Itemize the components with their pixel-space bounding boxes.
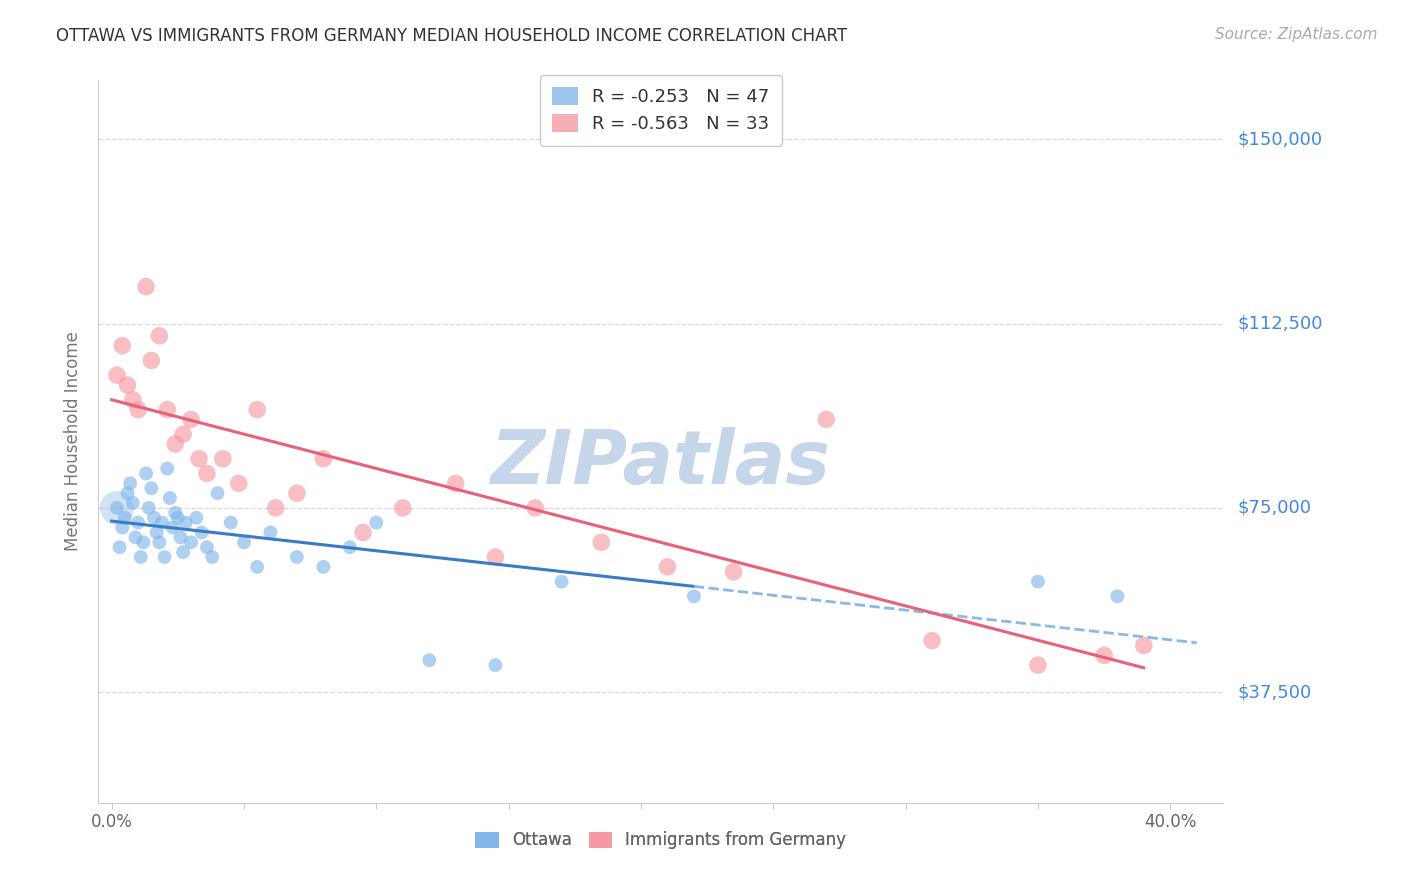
- Point: [159, 491, 181, 505]
- Point: [312, 451, 335, 466]
- Point: [127, 402, 149, 417]
- Point: [339, 540, 361, 554]
- Point: [312, 560, 335, 574]
- Point: [148, 535, 170, 549]
- Point: [141, 481, 163, 495]
- Point: [135, 279, 157, 293]
- Point: [174, 516, 197, 530]
- Text: $150,000: $150,000: [1237, 130, 1322, 148]
- Point: [1133, 639, 1156, 653]
- Point: [165, 506, 187, 520]
- Point: [141, 353, 163, 368]
- Point: [124, 530, 146, 544]
- Point: [117, 378, 139, 392]
- Point: [1107, 590, 1129, 604]
- Point: [111, 339, 134, 353]
- Point: [120, 476, 142, 491]
- Point: [156, 402, 179, 417]
- Point: [484, 549, 506, 564]
- Point: [111, 520, 134, 534]
- Point: [1026, 574, 1049, 589]
- Point: [138, 500, 160, 515]
- Text: $75,000: $75,000: [1237, 499, 1312, 516]
- Point: [127, 516, 149, 530]
- Point: [145, 525, 167, 540]
- Point: [723, 565, 745, 579]
- Point: [135, 467, 157, 481]
- Point: [591, 535, 613, 549]
- Point: [228, 476, 250, 491]
- Point: [148, 329, 170, 343]
- Point: [132, 535, 155, 549]
- Point: [815, 412, 838, 426]
- Point: [105, 368, 128, 383]
- Point: [391, 500, 413, 515]
- Point: [186, 510, 208, 524]
- Point: [105, 500, 128, 515]
- Point: [366, 516, 388, 530]
- Point: [352, 525, 374, 540]
- Point: [117, 486, 139, 500]
- Point: [1026, 658, 1049, 673]
- Legend: Ottawa, Immigrants from Germany: Ottawa, Immigrants from Germany: [468, 824, 853, 856]
- Point: [264, 500, 287, 515]
- Point: [195, 540, 218, 554]
- Text: $112,500: $112,500: [1237, 315, 1323, 333]
- Point: [285, 486, 308, 500]
- Point: [129, 549, 152, 564]
- Point: [657, 560, 679, 574]
- Point: [1092, 648, 1115, 663]
- Point: [180, 535, 202, 549]
- Point: [259, 525, 281, 540]
- Point: [219, 516, 242, 530]
- Point: [153, 549, 176, 564]
- Point: [150, 516, 173, 530]
- Point: [233, 535, 256, 549]
- Point: [165, 437, 187, 451]
- Point: [285, 549, 308, 564]
- Point: [166, 510, 188, 524]
- Point: [188, 451, 211, 466]
- Point: [550, 574, 572, 589]
- Point: [524, 500, 547, 515]
- Point: [143, 510, 166, 524]
- Point: [211, 451, 233, 466]
- Point: [172, 545, 194, 559]
- Point: [172, 427, 194, 442]
- Point: [921, 633, 943, 648]
- Point: [190, 525, 212, 540]
- Point: [105, 500, 128, 515]
- Point: [484, 658, 506, 673]
- Point: [162, 520, 184, 534]
- Text: OTTAWA VS IMMIGRANTS FROM GERMANY MEDIAN HOUSEHOLD INCOME CORRELATION CHART: OTTAWA VS IMMIGRANTS FROM GERMANY MEDIAN…: [56, 27, 848, 45]
- Point: [121, 496, 143, 510]
- Point: [180, 412, 202, 426]
- Text: Source: ZipAtlas.com: Source: ZipAtlas.com: [1215, 27, 1378, 42]
- Point: [418, 653, 440, 667]
- Point: [683, 590, 706, 604]
- Point: [201, 549, 224, 564]
- Point: [121, 392, 143, 407]
- Point: [169, 530, 191, 544]
- Y-axis label: Median Household Income: Median Household Income: [65, 332, 83, 551]
- Point: [195, 467, 218, 481]
- Point: [114, 510, 136, 524]
- Point: [246, 560, 269, 574]
- Point: [108, 540, 131, 554]
- Text: $37,500: $37,500: [1237, 683, 1312, 701]
- Text: ZIPatlas: ZIPatlas: [491, 426, 831, 500]
- Point: [207, 486, 229, 500]
- Point: [156, 461, 179, 475]
- Point: [444, 476, 467, 491]
- Point: [246, 402, 269, 417]
